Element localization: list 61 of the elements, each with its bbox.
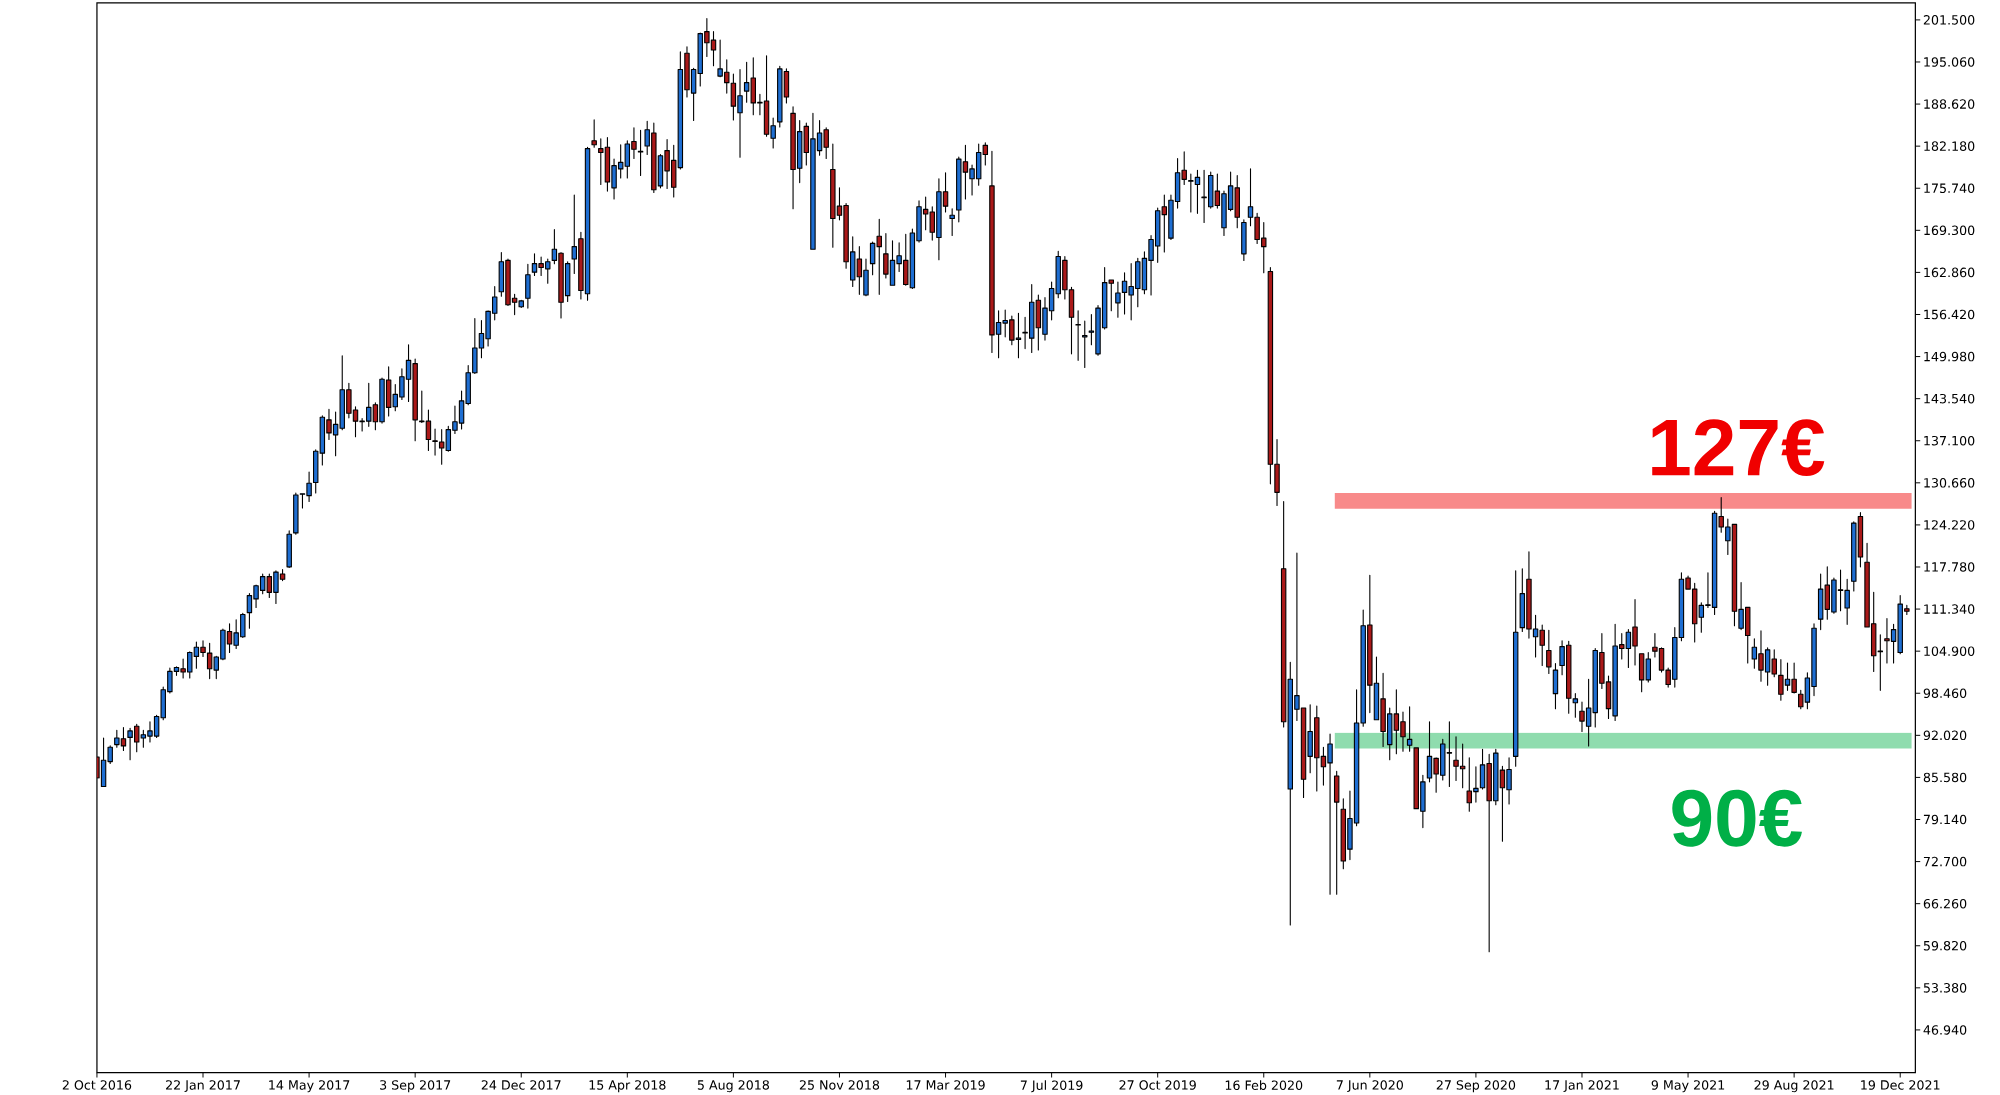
candlestick	[1406, 706, 1413, 752]
x-tick-label: 22 Jan 2017	[166, 1080, 240, 1093]
y-tick-label: 111.340	[1924, 604, 1975, 615]
x-tick-label: 27 Sep 2020	[1436, 1080, 1516, 1093]
candlestick	[949, 208, 955, 237]
x-tick-label: 14 May 2017	[269, 1080, 350, 1093]
y-tick-label: 59.820	[1923, 941, 1967, 951]
x-tick-label: 5 Aug 2018	[697, 1080, 770, 1093]
candlestick	[1241, 219, 1247, 262]
y-tick-label: 92.020	[1923, 730, 1967, 741]
y-tick-label: 162.860	[1924, 267, 1975, 278]
candlestick	[637, 130, 644, 177]
x-tick-label: 7 Jun 2020	[1336, 1080, 1403, 1093]
x-tick-label: 17 Mar 2019	[906, 1080, 985, 1090]
series-label: 90€	[1672, 790, 1802, 847]
y-tick-label: 137.100	[1924, 436, 1975, 446]
candlestick	[1115, 281, 1121, 318]
x-tick-label: 9 May 2021	[1651, 1080, 1725, 1093]
y-tick-label: 98.460	[1923, 688, 1967, 699]
candlestick	[286, 530, 292, 569]
candlestick	[1333, 771, 1340, 896]
y-tick-label: 175.740	[1924, 183, 1975, 194]
y-tick-label: 53.380	[1923, 983, 1967, 993]
y-tick-label: 182.180	[1924, 141, 1975, 152]
y-tick-label: 85.580	[1923, 772, 1967, 783]
series-label: 127€	[1652, 419, 1825, 477]
y-tick-label: 156.420	[1924, 309, 1975, 320]
y-tick-label: 117.780	[1924, 562, 1975, 573]
x-tick-label: 29 Aug 2021	[1754, 1080, 1834, 1093]
candlestick	[1572, 693, 1579, 718]
x-tick-label: 27 Oct 2019	[1119, 1080, 1196, 1090]
x-tick-label: 25 Nov 2018	[799, 1080, 880, 1090]
candlestick	[1082, 320, 1088, 369]
x-tick-label: 7 Jul 2019	[1020, 1080, 1083, 1093]
y-tick-label: 46.940	[1923, 1025, 1967, 1035]
y-tick-label: 104.900	[1924, 646, 1975, 657]
y-tick-label: 201.500	[1923, 15, 1975, 25]
x-tick-label: 24 Dec 2017	[481, 1080, 561, 1090]
candlestick	[1546, 629, 1552, 675]
x-tick-label: 15 Apr 2018	[589, 1080, 666, 1093]
candlestick	[1075, 310, 1081, 362]
y-tick-label: 130.660	[1924, 478, 1975, 488]
y-tick-label: 195.060	[1924, 57, 1975, 67]
candlestick	[1512, 570, 1519, 767]
y-tick-label: 79.140	[1923, 814, 1967, 825]
x-tick-label: 16 Feb 2020	[1225, 1080, 1303, 1091]
y-tick-label: 188.620	[1924, 99, 1975, 110]
y-tick-label: 143.540	[1924, 394, 1975, 404]
y-tick-label: 66.260	[1923, 899, 1967, 909]
y-tick-label: 169.300	[1924, 225, 1975, 236]
candlestick	[293, 492, 299, 535]
x-tick-label: 19 Dec 2021	[1861, 1080, 1940, 1090]
y-tick-label: 124.220	[1924, 520, 1975, 530]
x-tick-label: 2 Oct 2016	[62, 1080, 132, 1090]
candlestick	[591, 119, 597, 149]
x-tick-label: 17 Jan 2021	[1545, 1080, 1619, 1093]
candlestick	[1552, 663, 1559, 710]
candlestick	[525, 263, 531, 309]
x-tick-label: 3 Sep 2017	[380, 1080, 451, 1093]
y-tick-label: 149.980	[1924, 352, 1975, 362]
y-tick-label: 72.700	[1923, 857, 1967, 867]
